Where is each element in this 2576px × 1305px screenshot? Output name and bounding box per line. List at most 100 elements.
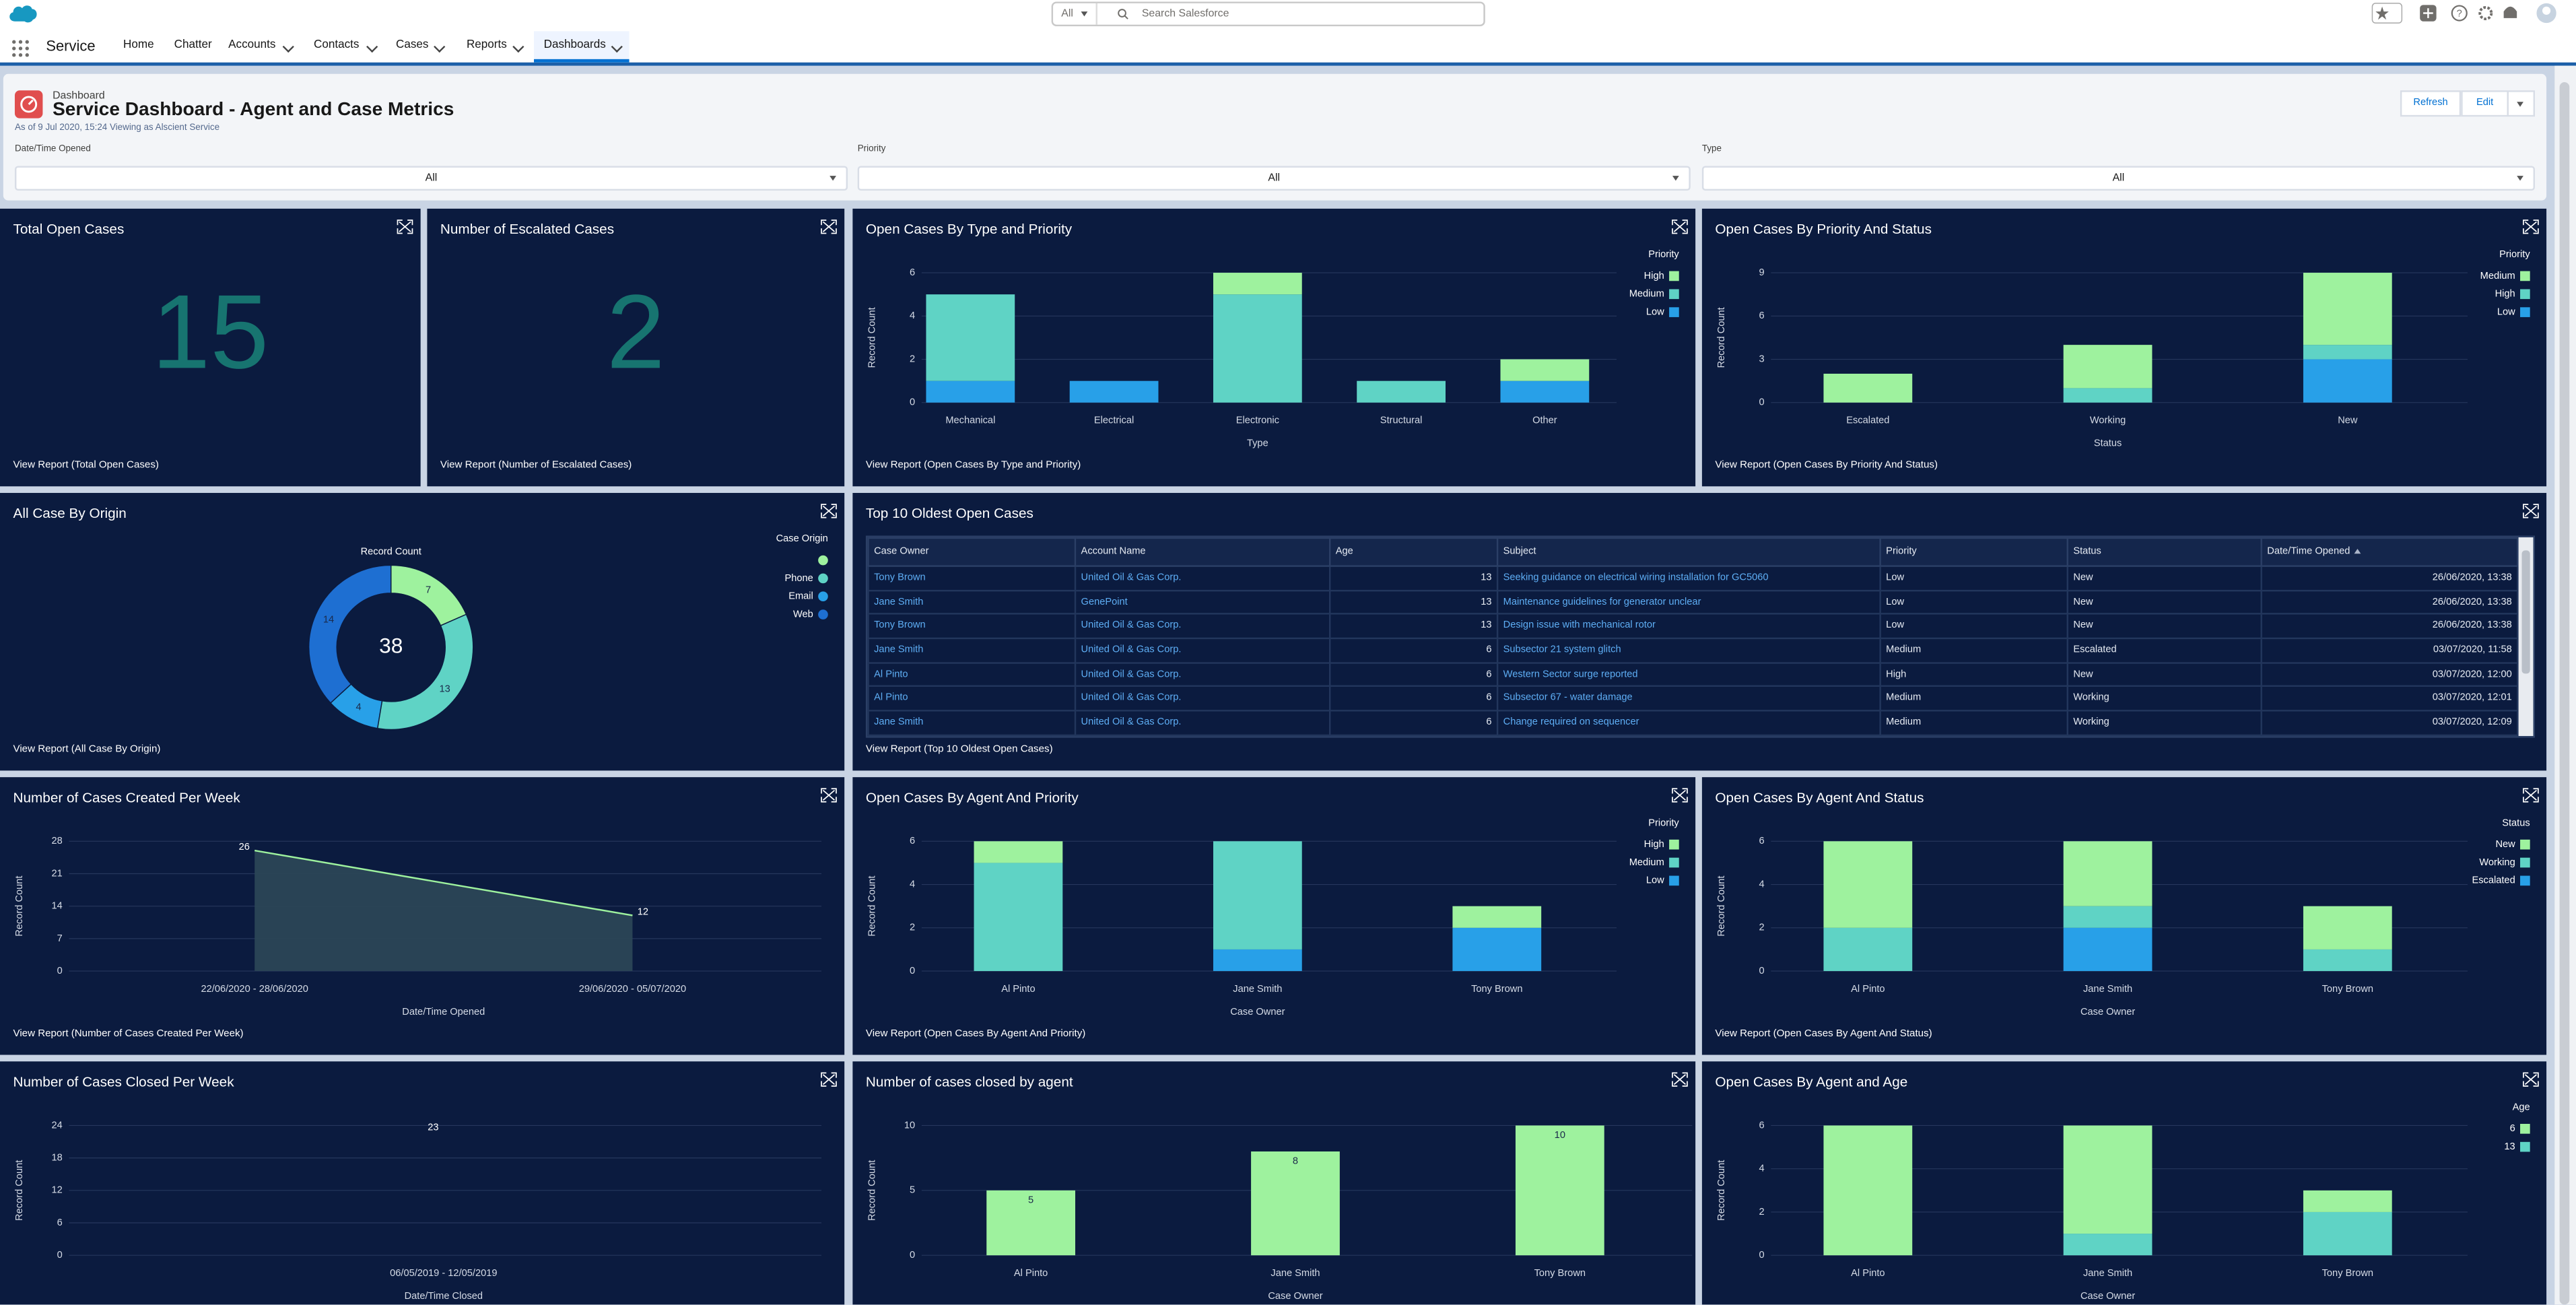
salesforce-logo[interactable] <box>7 1 40 24</box>
bar-segment <box>2063 906 2153 928</box>
dashboard-widget: Total Open Cases View Report (Total Open … <box>0 208 421 487</box>
expand-icon[interactable] <box>1672 788 1688 803</box>
table-link[interactable]: Seeking guidance on electrical wiring in… <box>1496 565 1881 591</box>
widget-title: Top 10 Oldest Open Cases <box>866 506 1033 521</box>
filter-dropdown[interactable]: All <box>1701 166 2535 191</box>
expand-icon[interactable] <box>821 504 837 518</box>
table-cell: 6 <box>1329 661 1499 688</box>
table-scrollbar[interactable] <box>2518 537 2534 737</box>
legend-swatch <box>1669 289 1679 300</box>
expand-icon[interactable] <box>821 788 837 803</box>
object-label: Dashboard <box>53 90 105 102</box>
table-link[interactable]: GenePoint <box>1074 589 1331 615</box>
nav-tab[interactable]: Cases <box>396 39 429 51</box>
table-row: Tony Brown United Oil & Gas Corp. 13 Design… <box>867 613 2519 640</box>
column-header[interactable]: Date/Time Opened <box>2260 537 2519 567</box>
column-header[interactable]: Status <box>2066 537 2262 567</box>
nav-tab[interactable]: Accounts <box>228 39 276 51</box>
table-link[interactable]: Subsector 67 - water damage <box>1496 685 1881 712</box>
refresh-button[interactable]: Refresh <box>2400 90 2462 117</box>
table-link[interactable]: United Oil & Gas Corp. <box>1074 637 1331 664</box>
expand-icon[interactable] <box>2523 504 2539 518</box>
table-row: Jane Smith United Oil & Gas Corp. 6 Change … <box>867 710 2519 736</box>
expand-icon[interactable] <box>821 220 837 234</box>
header-icons[interactable]: ? <box>2369 1 2576 28</box>
nav-tab[interactable]: Dashboards <box>543 39 606 51</box>
y-tick-label: 28 <box>51 836 62 846</box>
table-link[interactable]: United Oil & Gas Corp. <box>1074 613 1331 640</box>
tab-caret[interactable] <box>434 40 446 53</box>
filter-dropdown[interactable]: All <box>857 166 1691 191</box>
table-link[interactable]: Design issue with mechanical rotor <box>1496 613 1881 640</box>
view-report-link[interactable]: View Report (Total Open Cases) <box>13 459 159 471</box>
x-axis-label: Case Owner <box>1230 1007 1285 1017</box>
app-launcher[interactable] <box>11 40 30 58</box>
nav-tab[interactable]: Home <box>123 39 154 51</box>
segment-label: 7 <box>426 584 431 595</box>
expand-icon[interactable] <box>397 220 413 234</box>
table-link[interactable]: Al Pinto <box>867 685 1077 712</box>
scroll-thumb[interactable] <box>2559 82 2570 1305</box>
bar-segment <box>1213 294 1302 403</box>
edit-button[interactable]: Edit <box>2461 90 2509 117</box>
nav-tab[interactable]: Chatter <box>174 39 212 51</box>
tab-caret[interactable] <box>366 40 378 53</box>
table-link[interactable]: Tony Brown <box>867 565 1077 591</box>
table-link[interactable]: United Oil & Gas Corp. <box>1074 661 1331 688</box>
table-link[interactable]: Tony Brown <box>867 613 1077 640</box>
search-box[interactable]: All Search Salesforce <box>1051 1 1485 27</box>
table-link[interactable]: United Oil & Gas Corp. <box>1074 565 1331 591</box>
nav-tab[interactable]: Reports <box>466 39 507 51</box>
x-axis-label: Date/Time Opened <box>402 1007 485 1017</box>
view-report-link[interactable]: View Report (Open Cases By Type and Prio… <box>866 459 1081 471</box>
scroll-thumb[interactable] <box>2521 550 2530 674</box>
view-report-link[interactable]: View Report (Open Cases By Agent And Pri… <box>866 1028 1085 1039</box>
expand-icon[interactable] <box>821 1072 837 1087</box>
tab-caret[interactable] <box>282 40 294 53</box>
table-link[interactable]: Maintenance guidelines for generator unc… <box>1496 589 1881 615</box>
table-link[interactable]: United Oil & Gas Corp. <box>1074 685 1331 712</box>
column-header[interactable]: Case Owner <box>867 537 1077 567</box>
expand-icon[interactable] <box>1672 220 1688 234</box>
view-report-link[interactable]: View Report (Number of Escalated Cases) <box>440 459 632 471</box>
search-scope[interactable]: All <box>1061 8 1073 20</box>
table-link[interactable]: Jane Smith <box>867 637 1077 664</box>
view-report-link[interactable]: View Report (Number of Cases Created Per… <box>13 1028 244 1039</box>
table-link[interactable]: Jane Smith <box>867 710 1077 736</box>
filter-label: Type <box>1701 144 1722 155</box>
more-caret <box>2517 102 2523 107</box>
x-tick-label: Mechanical <box>945 415 995 426</box>
line <box>255 849 633 916</box>
legend-title: Priority <box>1648 249 1679 260</box>
legend-swatch <box>2520 289 2530 300</box>
view-report-link[interactable]: View Report (Top 10 Oldest Open Cases) <box>866 743 1053 755</box>
table-link[interactable]: Western Sector surge reported <box>1496 661 1881 688</box>
column-header[interactable]: Priority <box>1879 537 2069 567</box>
y-tick-label: 6 <box>910 836 915 846</box>
tab-caret[interactable] <box>512 40 524 53</box>
scope-caret <box>1081 11 1088 17</box>
view-report-link[interactable]: View Report (Open Cases By Priority And … <box>1715 459 1938 471</box>
column-header[interactable]: Age <box>1329 537 1499 567</box>
x-axis-label: Status <box>2094 438 2122 449</box>
expand-icon[interactable] <box>1672 1072 1688 1087</box>
table-link[interactable]: Change required on sequencer <box>1496 710 1881 736</box>
table-link[interactable]: Al Pinto <box>867 661 1077 688</box>
filter-dropdown[interactable]: All <box>14 166 848 191</box>
table-row: Jane Smith GenePoint 13 Maintenance guideli… <box>867 589 2519 615</box>
column-header[interactable]: Subject <box>1496 537 1881 567</box>
table-link[interactable]: Subsector 21 system glitch <box>1496 637 1881 664</box>
more-button[interactable] <box>2507 90 2535 117</box>
view-report-link[interactable]: View Report (Open Cases By Agent And Sta… <box>1715 1028 1932 1039</box>
y-tick-label: 4 <box>1759 879 1764 890</box>
expand-icon[interactable] <box>2523 220 2539 234</box>
table-link[interactable]: Jane Smith <box>867 589 1077 615</box>
expand-icon[interactable] <box>2523 788 2539 803</box>
page-scrollbar[interactable] <box>2554 65 2576 1305</box>
table-link[interactable]: United Oil & Gas Corp. <box>1074 710 1331 736</box>
expand-icon[interactable] <box>2523 1072 2539 1087</box>
table-cell: Working <box>2066 685 2262 712</box>
nav-tab[interactable]: Contacts <box>314 39 360 51</box>
column-header[interactable]: Account Name <box>1074 537 1331 567</box>
view-report-link[interactable]: View Report (All Case By Origin) <box>13 743 161 755</box>
